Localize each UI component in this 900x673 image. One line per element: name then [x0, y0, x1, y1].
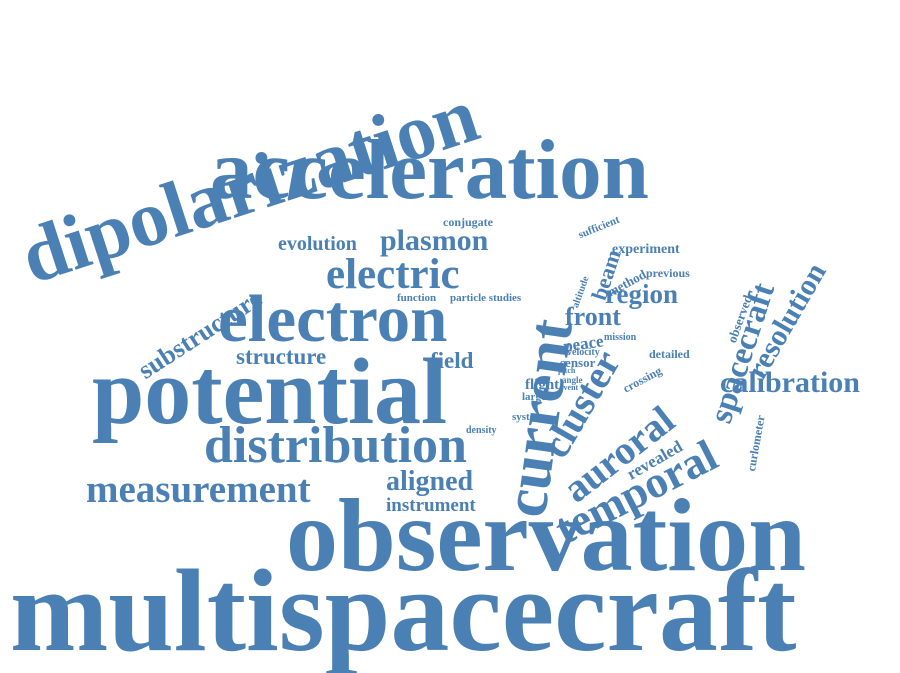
word-structure: structure — [236, 344, 327, 369]
word-instrument: instrument — [386, 495, 476, 516]
word-event: event — [560, 383, 579, 392]
word-density: density — [466, 425, 497, 436]
word-multispacecraft: multispacecraft — [10, 545, 797, 673]
word-potential: potential — [92, 340, 448, 444]
word-detailed: detailed — [649, 347, 690, 361]
word-sensor: sensor — [560, 355, 596, 370]
word-calibration: calibration — [720, 366, 860, 399]
word-velocity: velocity — [567, 347, 600, 358]
word-angle: angle — [562, 375, 583, 385]
word-system: system — [512, 411, 544, 423]
word-crossing: crossing — [620, 363, 665, 396]
word-distribution: distribution — [204, 417, 467, 474]
word-particle-studies: particle studies — [450, 292, 522, 304]
word-experiment: experiment — [612, 242, 680, 257]
word-mission: mission — [604, 332, 637, 343]
word-region: region — [605, 279, 678, 309]
word-flight: flight — [525, 377, 560, 393]
word-evolution: evolution — [278, 233, 357, 255]
word-measurement: measurement — [86, 468, 311, 511]
word-electron: electron — [218, 282, 448, 356]
word-function: function — [397, 292, 437, 304]
word-pitch: pitch — [558, 366, 576, 375]
word-conjugate: conjugate — [443, 215, 493, 229]
word-aligned: aligned — [386, 466, 474, 497]
word-sufficient: sufficient — [576, 213, 622, 242]
word-larger: larger — [522, 391, 551, 403]
word-plasmon: plasmon — [380, 224, 489, 257]
word-previous: previous — [646, 266, 690, 280]
word-front: front — [565, 302, 621, 331]
word-field: field — [430, 348, 474, 373]
word-acceleration: acceleration — [210, 123, 649, 217]
word-electric: electric — [326, 251, 460, 298]
word-curlometer: curlometer — [744, 414, 768, 473]
word-observation: observation — [286, 478, 806, 593]
